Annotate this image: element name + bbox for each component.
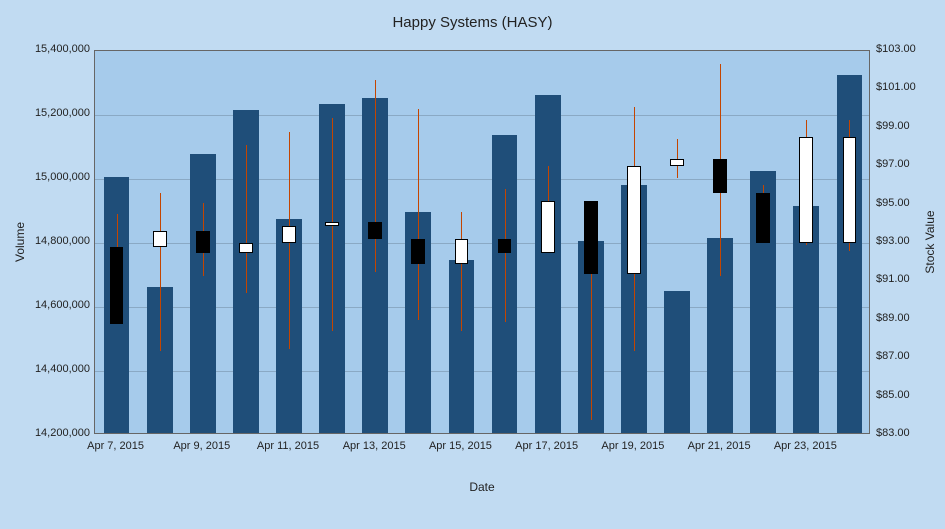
candle-body (799, 137, 813, 243)
x-tick-label: Apr 11, 2015 (257, 440, 319, 452)
x-tick-label: Apr 13, 2015 (343, 440, 406, 452)
candle-body (153, 231, 167, 246)
candle-wick (375, 80, 376, 272)
y2-tick-label: $99.00 (876, 120, 910, 132)
candle-wick (461, 212, 462, 331)
candle-body (541, 201, 555, 253)
candle-body (110, 247, 124, 324)
x-axis-label: Date (94, 480, 870, 494)
y2-tick-label: $101.00 (876, 81, 916, 93)
y2-tick-label: $95.00 (876, 197, 910, 209)
x-tick-label: Apr 17, 2015 (515, 440, 578, 452)
x-tick-label: Apr 23, 2015 (774, 440, 837, 452)
candle-body (411, 239, 425, 264)
volume-bar (535, 95, 561, 433)
x-tick-label: Apr 21, 2015 (688, 440, 751, 452)
volume-bar (190, 154, 216, 433)
candle-wick (246, 145, 247, 293)
y1-tick-label: 14,800,000 (35, 235, 90, 247)
candle-body (584, 201, 598, 274)
y2-tick-label: $87.00 (876, 350, 910, 362)
y1-tick-label: 15,200,000 (35, 107, 90, 119)
y2-tick-label: $103.00 (876, 43, 916, 55)
candle-body (713, 159, 727, 194)
x-tick-label: Apr 15, 2015 (429, 440, 492, 452)
y1-axis-label: Volume (13, 222, 27, 262)
y2-axis-label: Stock Value (923, 210, 937, 273)
chart-title: Happy Systems (HASY) (0, 14, 945, 31)
candle-body (498, 239, 512, 252)
y2-tick-label: $83.00 (876, 427, 910, 439)
volume-bar (664, 291, 690, 433)
candle-body (455, 239, 469, 264)
candle-body (843, 137, 857, 243)
candle-wick (505, 189, 506, 321)
y2-tick-label: $93.00 (876, 235, 910, 247)
x-tick-label: Apr 19, 2015 (601, 440, 664, 452)
y1-tick-label: 15,000,000 (35, 171, 90, 183)
y1-tick-label: 15,400,000 (35, 43, 90, 55)
plot-area (94, 50, 870, 434)
x-tick-label: Apr 7, 2015 (87, 440, 144, 452)
candle-body (627, 166, 641, 274)
chart-container: Happy Systems (HASY) Volume Stock Value … (0, 0, 945, 529)
candle-body (196, 231, 210, 252)
y2-tick-label: $91.00 (876, 273, 910, 285)
candle-body (670, 159, 684, 167)
candle-body (239, 243, 253, 253)
grid-line (95, 115, 869, 116)
candle-body (282, 226, 296, 243)
y2-tick-label: $89.00 (876, 312, 910, 324)
candle-body (368, 222, 382, 239)
y2-tick-label: $97.00 (876, 158, 910, 170)
y1-tick-label: 14,200,000 (35, 427, 90, 439)
candle-wick (160, 193, 161, 350)
x-tick-label: Apr 9, 2015 (173, 440, 230, 452)
y1-tick-label: 14,600,000 (35, 299, 90, 311)
candle-body (756, 193, 770, 243)
candle-body (325, 222, 339, 226)
y1-tick-label: 14,400,000 (35, 363, 90, 375)
y2-tick-label: $85.00 (876, 389, 910, 401)
candle-wick (418, 109, 419, 320)
